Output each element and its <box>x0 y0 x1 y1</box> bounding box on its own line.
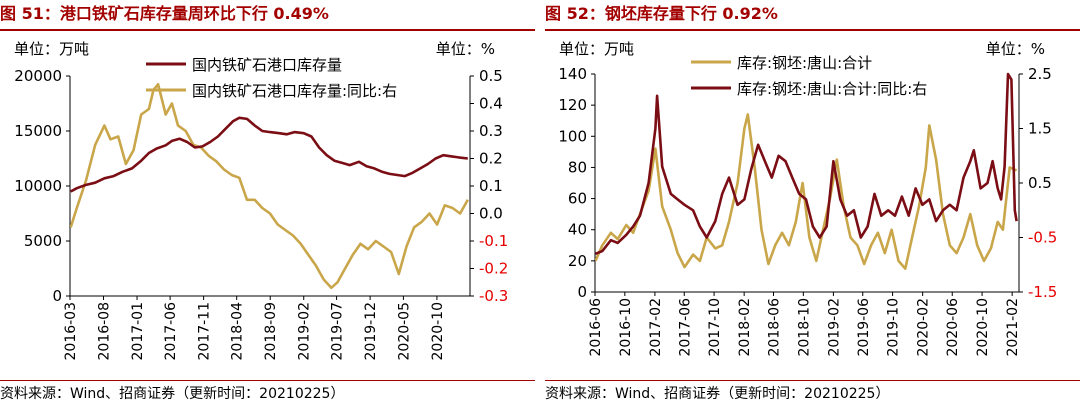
line-chart-52: 0 20 40 60 80 100 120 140 -1.5 -0.5 0.5 1.5 2.5 2016-… <box>558 40 1057 357</box>
x-tick-label: 2018-04 <box>230 302 246 361</box>
x-tick-label: 2016-10 <box>618 298 634 357</box>
chart-title: 图 51：港口铁矿石库存量周环比下行 0.49% <box>0 4 329 23</box>
right-unit-label: 单位：% <box>986 40 1045 58</box>
series-line-right <box>595 72 1018 256</box>
chart-source: 资料来源：Wind、招商证券（更新时间：20210225） <box>0 386 345 402</box>
x-tick-label: 2019-12 <box>363 302 379 361</box>
right-tick-label: 0.0 <box>479 205 503 223</box>
left-unit-label: 单位：万吨 <box>559 40 634 58</box>
x-tick-label: 2019-02 <box>826 298 842 357</box>
x-tick-label: 2019-07 <box>330 302 346 361</box>
x-tick-label: 2020-06 <box>945 298 961 357</box>
line-chart-51: 0 5000 10000 15000 20000 -0.3 -0.2 -0.1 0.0 0.1 0.… <box>14 40 508 361</box>
right-tick-label: 1.5 <box>1028 120 1052 138</box>
right-tick-label: 0.3 <box>479 122 503 140</box>
x-tick-label: 2018-02 <box>737 298 753 357</box>
footer-rule <box>0 380 535 381</box>
title-rule <box>545 29 1080 31</box>
left-tick-label: 60 <box>568 190 587 208</box>
chart-source: 资料来源：Wind、招商证券（更新时间：20210225） <box>545 386 890 402</box>
x-tick-label: 2016-06 <box>588 298 604 357</box>
x-tick-label: 2020-02 <box>916 298 932 357</box>
x-tick-label: 2019-06 <box>856 298 872 357</box>
right-tick-label: -0.2 <box>479 260 508 278</box>
x-tick-label: 2016-03 <box>63 302 79 361</box>
x-tick-label: 2019-10 <box>886 298 902 357</box>
x-tick-label: 2017-11 <box>197 302 213 361</box>
x-tick-label: 2017-06 <box>163 302 179 361</box>
right-tick-label: 0.5 <box>479 67 503 85</box>
left-tick-label: 0 <box>52 287 62 305</box>
left-tick-label: 15000 <box>14 122 62 140</box>
x-tick-label: 2017-06 <box>677 298 693 357</box>
left-tick-label: 40 <box>568 221 587 239</box>
left-tick-label: 80 <box>568 158 587 176</box>
legend-label-left: 国内铁矿石港口库存量 <box>192 56 342 74</box>
x-tick-label: 2021-02 <box>1005 298 1021 357</box>
right-tick-label: -0.3 <box>479 287 508 305</box>
x-tick-label: 2017-01 <box>130 302 146 361</box>
x-tick-label: 2016-08 <box>97 302 113 361</box>
right-tick-label: 0.4 <box>479 95 503 113</box>
left-tick-label: 20 <box>568 252 587 270</box>
right-tick-label: -1.5 <box>1028 283 1057 301</box>
right-tick-label: 0.5 <box>1028 174 1052 192</box>
x-tick-label: 2017-02 <box>648 298 664 357</box>
series-line-right <box>70 83 469 290</box>
left-tick-label: 5000 <box>24 232 62 250</box>
chart-panel-52: 图 52：钢坯库存量下行 0.92% 0 20 40 60 80 100 120 140 -1.… <box>545 0 1080 405</box>
x-tick-label: 2017-10 <box>707 298 723 357</box>
left-tick-label: 0 <box>577 283 587 301</box>
legend-label-left: 库存:钢坯:唐山:合计 <box>737 54 872 72</box>
title-rule <box>0 29 535 31</box>
x-tick-label: 2020-10 <box>975 298 991 357</box>
x-tick-label: 2019-02 <box>297 302 313 361</box>
footer-rule <box>545 380 1080 381</box>
series-line-left <box>70 116 468 193</box>
legend-label-right: 国内铁矿石港口库存量:同比:右 <box>192 82 397 100</box>
chart-title: 图 52：钢坯库存量下行 0.92% <box>545 4 778 23</box>
x-tick-label: 2018-06 <box>767 298 783 357</box>
right-tick-label: 2.5 <box>1028 65 1052 83</box>
left-tick-label: 20000 <box>14 67 62 85</box>
x-tick-label: 2018-10 <box>796 298 812 357</box>
legend-label-right: 库存:钢坯:唐山:合计:同比:右 <box>737 80 927 98</box>
right-tick-label: 0.1 <box>479 177 503 195</box>
x-tick-label: 2020-05 <box>396 302 412 361</box>
x-tick-label: 2020-10 <box>430 302 446 361</box>
left-tick-label: 120 <box>558 96 587 114</box>
right-unit-label: 单位：% <box>436 40 495 58</box>
chart-panel-51: 图 51：港口铁矿石库存量周环比下行 0.49% 0 5000 10000 15000… <box>0 4 535 402</box>
left-tick-label: 140 <box>558 65 587 83</box>
right-tick-label: -0.5 <box>1028 229 1057 247</box>
series-line-left <box>595 113 1018 270</box>
right-tick-label: -0.1 <box>479 232 508 250</box>
left-unit-label: 单位：万吨 <box>14 40 89 58</box>
right-tick-label: 0.2 <box>479 150 503 168</box>
left-tick-label: 100 <box>558 127 587 145</box>
x-tick-label: 2018-09 <box>263 302 279 361</box>
left-tick-label: 10000 <box>14 177 62 195</box>
